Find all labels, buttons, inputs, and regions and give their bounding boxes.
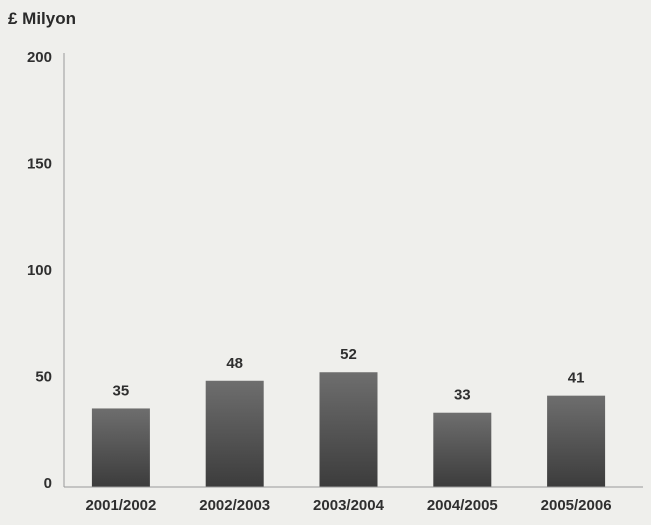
x-tick-label: 2005/2006: [541, 497, 612, 514]
y-tick-label: 200: [27, 49, 52, 66]
data-labels: 35 48 52 33 41: [113, 346, 585, 403]
bar-2004-2005: [433, 412, 492, 487]
y-axis: 0 50 100 150 200: [27, 49, 65, 492]
bar-2005-2006: [547, 395, 606, 487]
bars: [91, 372, 606, 487]
data-label: 33: [454, 387, 471, 404]
x-axis: 2001/2002 2002/2003 2003/2004 2004/2005 2005…: [64, 486, 643, 514]
bar-2002-2003: [205, 380, 264, 487]
y-tick-label: 100: [27, 262, 52, 279]
bar-2001-2002: [91, 408, 150, 487]
data-label: 48: [226, 355, 243, 372]
x-tick-label: 2001/2002: [85, 497, 156, 514]
y-unit-label: £ Milyon: [8, 9, 76, 28]
data-label: 52: [340, 346, 357, 363]
y-tick-label: 0: [44, 475, 52, 492]
data-label: 41: [568, 370, 585, 387]
y-tick-label: 50: [35, 369, 52, 386]
x-tick-label: 2002/2003: [199, 497, 270, 514]
y-tick-label: 150: [27, 156, 52, 173]
data-label: 35: [113, 382, 130, 399]
bar-2003-2004: [319, 372, 378, 487]
x-tick-label: 2004/2005: [427, 497, 498, 514]
x-tick-label: 2003/2004: [313, 497, 385, 514]
